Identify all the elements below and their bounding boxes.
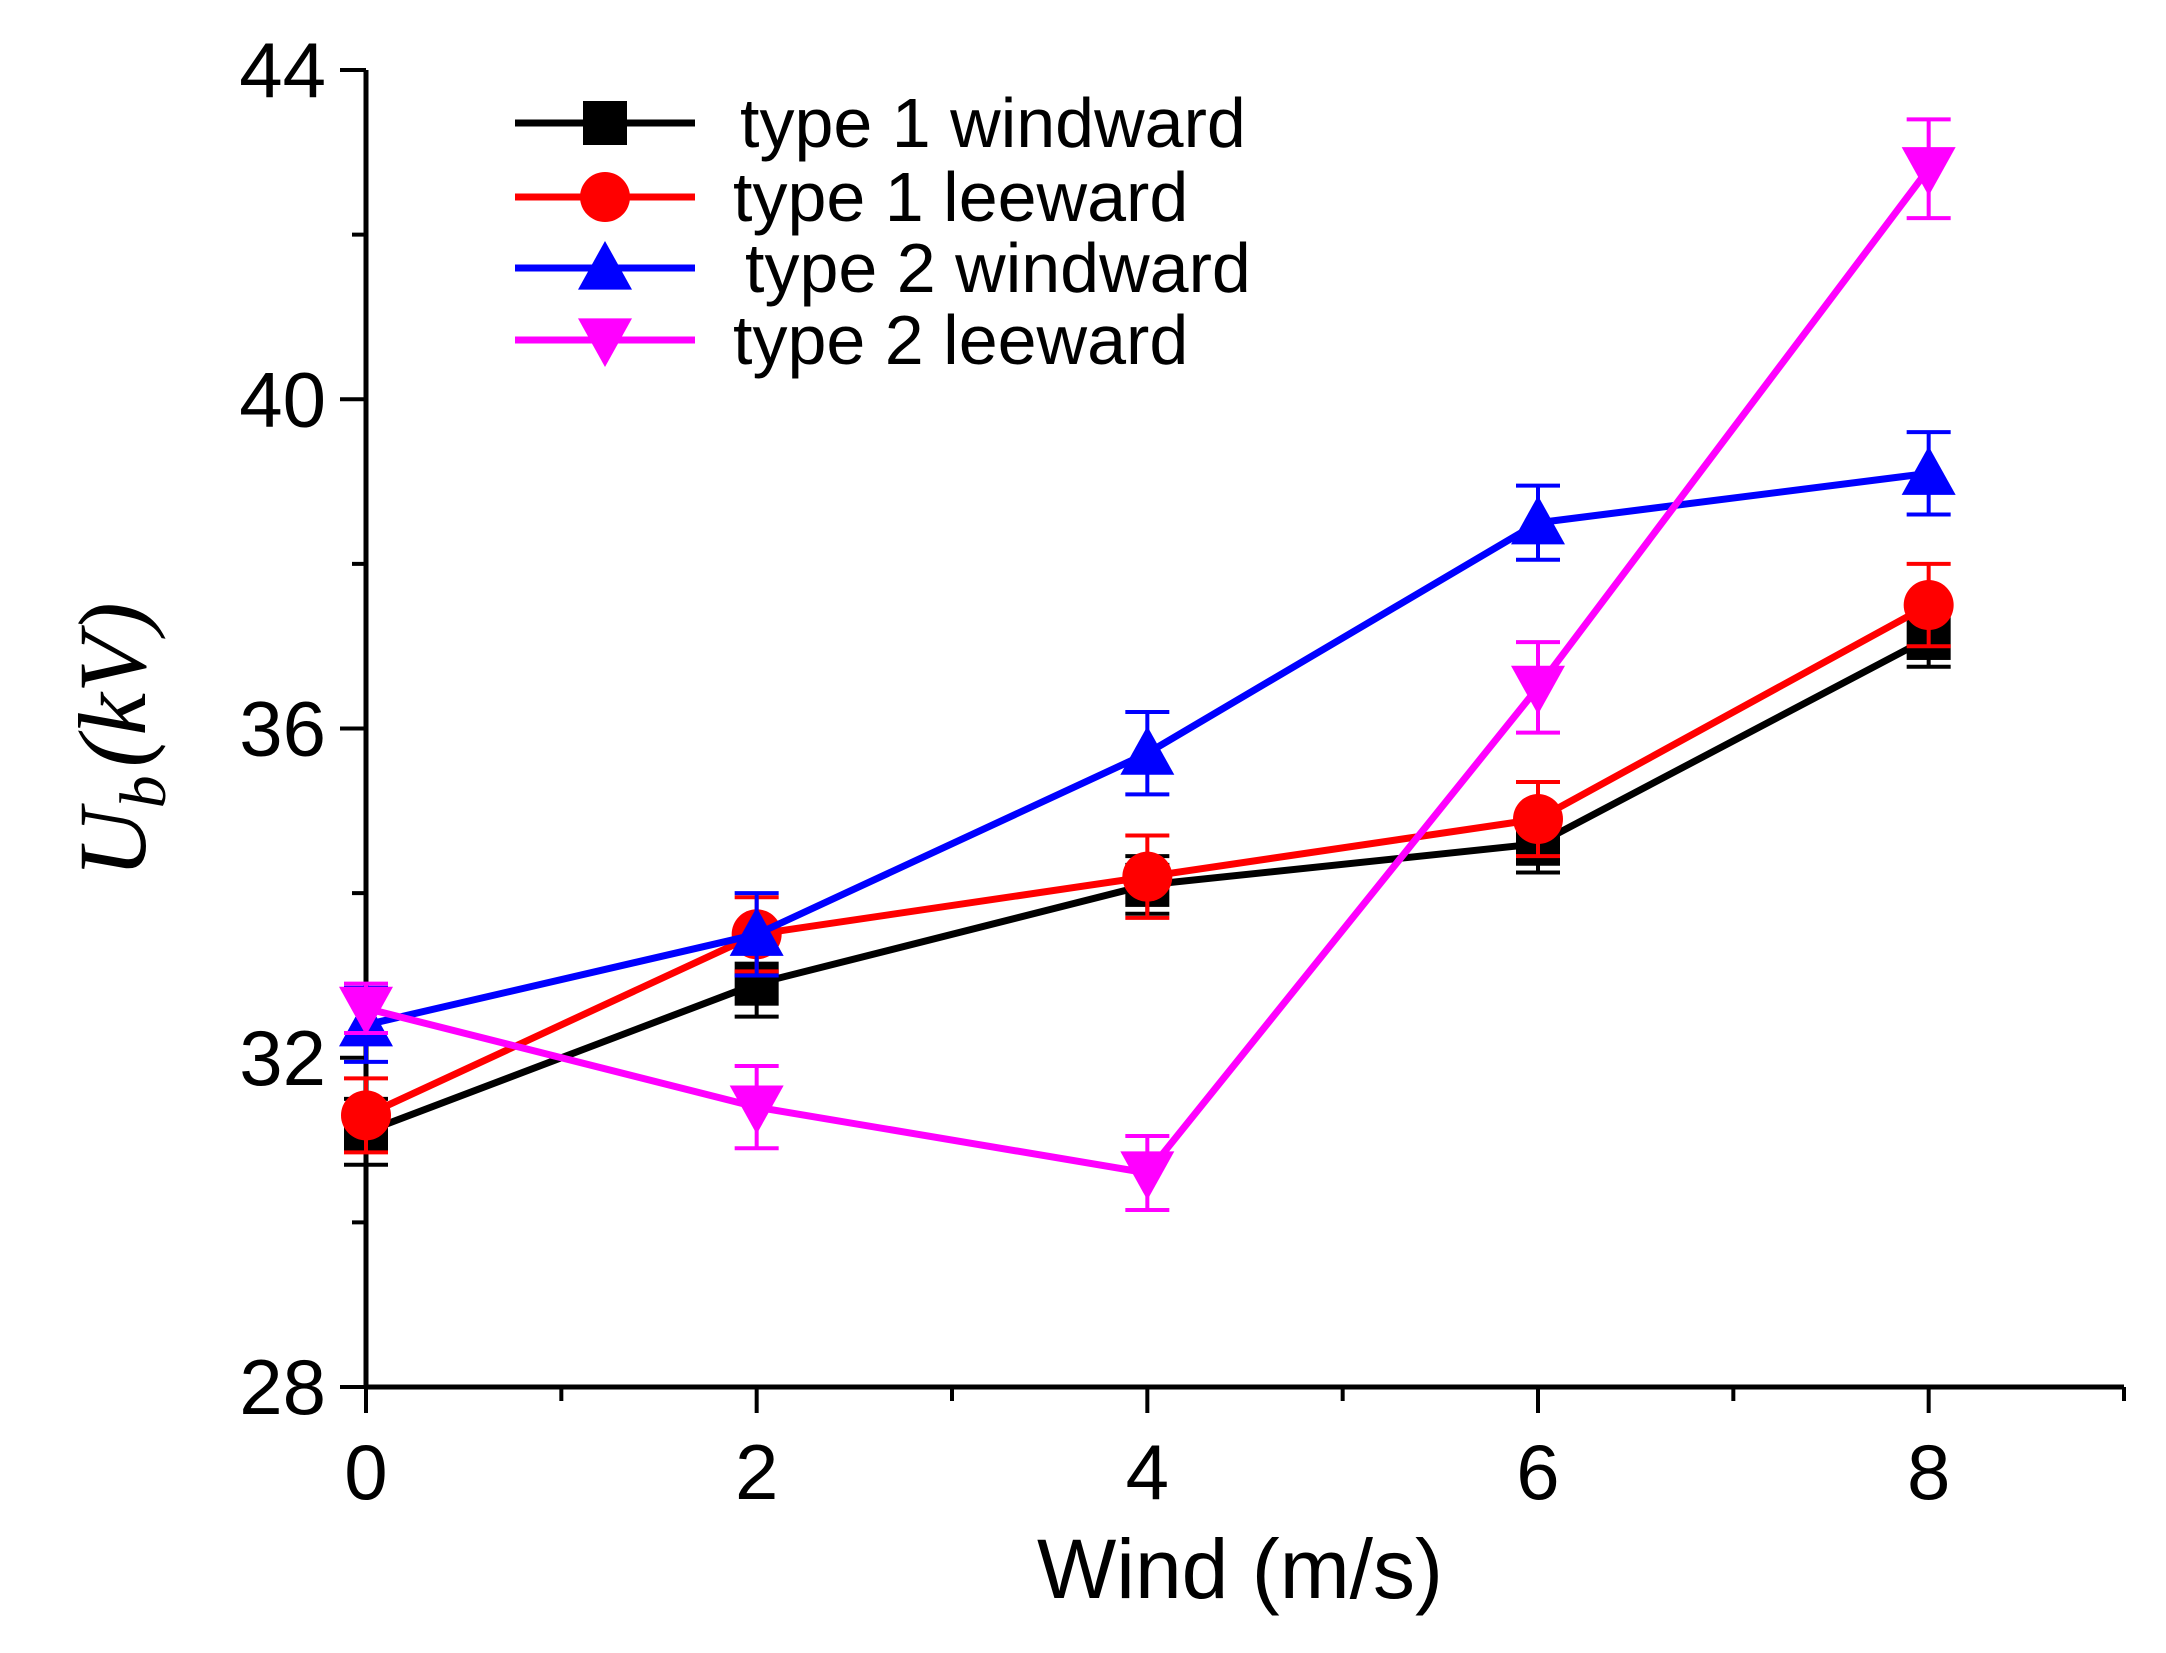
x-tick-label: 0 <box>344 1428 387 1516</box>
y-tick-label: 36 <box>239 685 326 773</box>
x-tick-label: 4 <box>1126 1428 1169 1516</box>
legend-label: type 2 windward <box>745 229 1251 307</box>
data-point-triangle-down <box>1901 147 1956 196</box>
data-point-triangle-down <box>729 1085 784 1135</box>
x-tick-label: 6 <box>1516 1428 1559 1516</box>
y-tick-label: 40 <box>239 355 326 443</box>
data-point-triangle-up <box>1511 495 1565 545</box>
data-point-circle <box>341 1090 391 1141</box>
data-point-triangle-down <box>1120 1151 1175 1200</box>
data-point-triangle-up <box>729 907 784 956</box>
y-axis-title: Ub (kV) <box>59 602 180 878</box>
data-point-triangle-up <box>1901 446 1956 495</box>
legend-label: type 1 windward <box>740 84 1246 162</box>
data-point-square <box>583 101 627 145</box>
legend-item: type 1 leeward <box>515 158 1188 236</box>
series-type-2-windward <box>339 430 1956 1064</box>
data-point-triangle-up <box>578 241 632 290</box>
x-tick-label: 8 <box>1907 1428 1950 1516</box>
series-type-2-leeward <box>339 117 1956 1213</box>
data-point-triangle-down <box>1511 665 1565 715</box>
y-axis-title-main: U <box>59 803 166 878</box>
data-point-triangle-up <box>1120 726 1175 775</box>
data-point-circle <box>1513 794 1563 845</box>
series-layer <box>339 117 1956 1213</box>
legend-item: type 2 leeward <box>515 301 1188 379</box>
y-axis-title-sub: b <box>107 775 180 808</box>
data-point-circle <box>1122 851 1173 902</box>
y-tick-label: 32 <box>239 1014 326 1102</box>
legend-label: type 2 leeward <box>733 301 1188 379</box>
x-axis-title: Wind (m/s) <box>1037 1522 1443 1616</box>
legend-item: type 2 windward <box>515 229 1251 307</box>
y-axis-title-unit: (kV) <box>59 602 166 767</box>
legend-item: type 1 windward <box>515 84 1246 162</box>
legend-label: type 1 leeward <box>733 158 1188 236</box>
data-point-triangle-down <box>339 986 393 1036</box>
series-type-1-leeward <box>341 561 1954 1155</box>
axes: 28 32 36 40 44 0 2 4 6 8 <box>239 26 2126 1516</box>
data-point-circle <box>1903 580 1954 631</box>
y-tick-label: 28 <box>239 1343 326 1431</box>
data-point-triangle-down <box>578 318 632 367</box>
data-point-circle <box>580 172 630 222</box>
x-tick-label: 2 <box>735 1428 778 1516</box>
y-tick-label: 44 <box>239 26 326 114</box>
